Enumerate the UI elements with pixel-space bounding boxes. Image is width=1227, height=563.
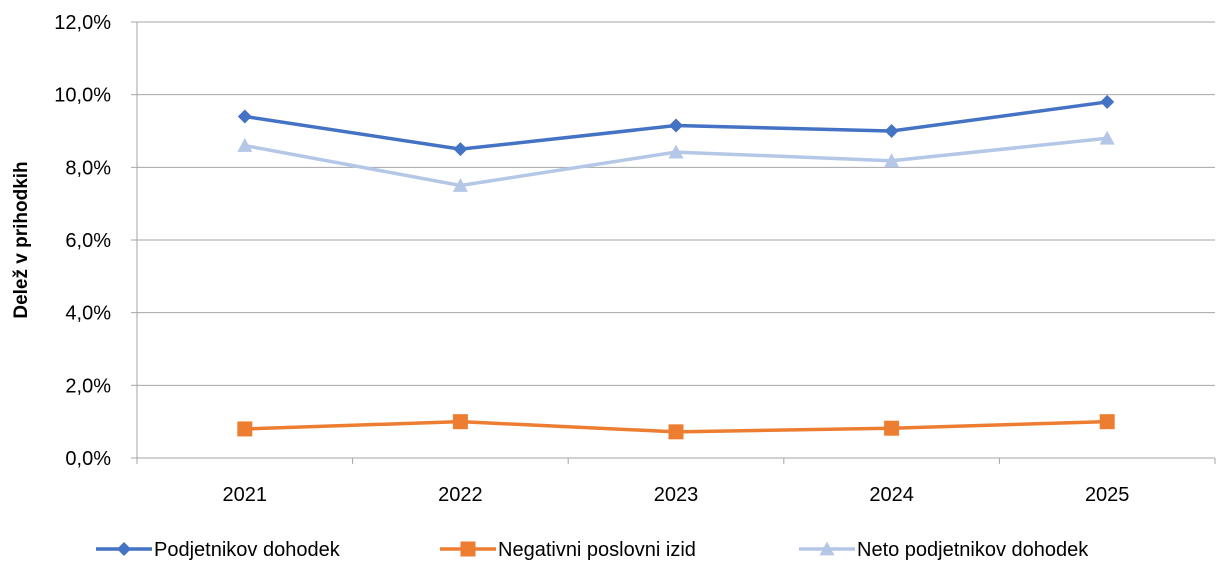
data-point bbox=[237, 421, 253, 437]
data-point bbox=[452, 178, 468, 192]
y-tick-label: 6,0% bbox=[65, 230, 111, 252]
data-point bbox=[452, 414, 468, 430]
axes bbox=[131, 21, 1216, 464]
data-point bbox=[668, 424, 684, 440]
data-point bbox=[453, 142, 468, 157]
y-tick-label: 10,0% bbox=[54, 85, 111, 107]
series-layer bbox=[237, 94, 1115, 440]
y-tick-label: 0,0% bbox=[65, 448, 111, 470]
data-point bbox=[237, 138, 253, 152]
data-point bbox=[1100, 94, 1115, 109]
legend: Podjetnikov dohodek Negativni poslovni iz… bbox=[96, 539, 1089, 561]
data-point bbox=[669, 118, 683, 133]
data-point bbox=[884, 420, 900, 436]
y-axis-label: Delež v prihodkih bbox=[11, 161, 32, 318]
series-3 bbox=[237, 130, 1115, 192]
y-tick-label: 12,0% bbox=[54, 12, 111, 34]
legend-entry: Podjetnikov dohodek bbox=[96, 539, 341, 561]
series-1 bbox=[237, 94, 1115, 157]
x-tick-label: 2021 bbox=[223, 484, 268, 506]
y-tick-label: 8,0% bbox=[65, 157, 111, 179]
gridlines bbox=[137, 21, 1215, 386]
data-point bbox=[1099, 130, 1115, 145]
y-tick-labels: 0,0% 2,0% 4,0% 6,0% 8,0% 10,0% 12,0% bbox=[54, 12, 111, 470]
x-tick-label: 2025 bbox=[1085, 484, 1130, 506]
data-point bbox=[237, 109, 252, 124]
legend-label: Negativni poslovni izid bbox=[498, 539, 696, 561]
legend-entry: Neto podjetnikov dohodek bbox=[799, 539, 1089, 561]
legend-label: Podjetnikov dohodek bbox=[154, 539, 341, 561]
legend-label: Neto podjetnikov dohodek bbox=[857, 539, 1089, 561]
x-tick-label: 2022 bbox=[438, 484, 483, 506]
x-tick-labels: 2021 2022 2023 2024 2025 bbox=[223, 484, 1130, 506]
data-point bbox=[884, 153, 900, 168]
legend-marker bbox=[460, 541, 476, 557]
y-tick-label: 4,0% bbox=[65, 303, 111, 325]
data-point bbox=[884, 124, 899, 138]
x-tick-label: 2023 bbox=[654, 484, 699, 506]
x-tick-label: 2024 bbox=[869, 484, 914, 506]
legend-entry: Negativni poslovni izid bbox=[440, 539, 696, 561]
series-2 bbox=[237, 414, 1115, 440]
legend-marker bbox=[117, 542, 131, 556]
y-tick-label: 2,0% bbox=[65, 375, 111, 397]
data-point bbox=[1099, 414, 1115, 430]
legend-marker bbox=[819, 541, 835, 556]
data-point bbox=[668, 144, 684, 159]
